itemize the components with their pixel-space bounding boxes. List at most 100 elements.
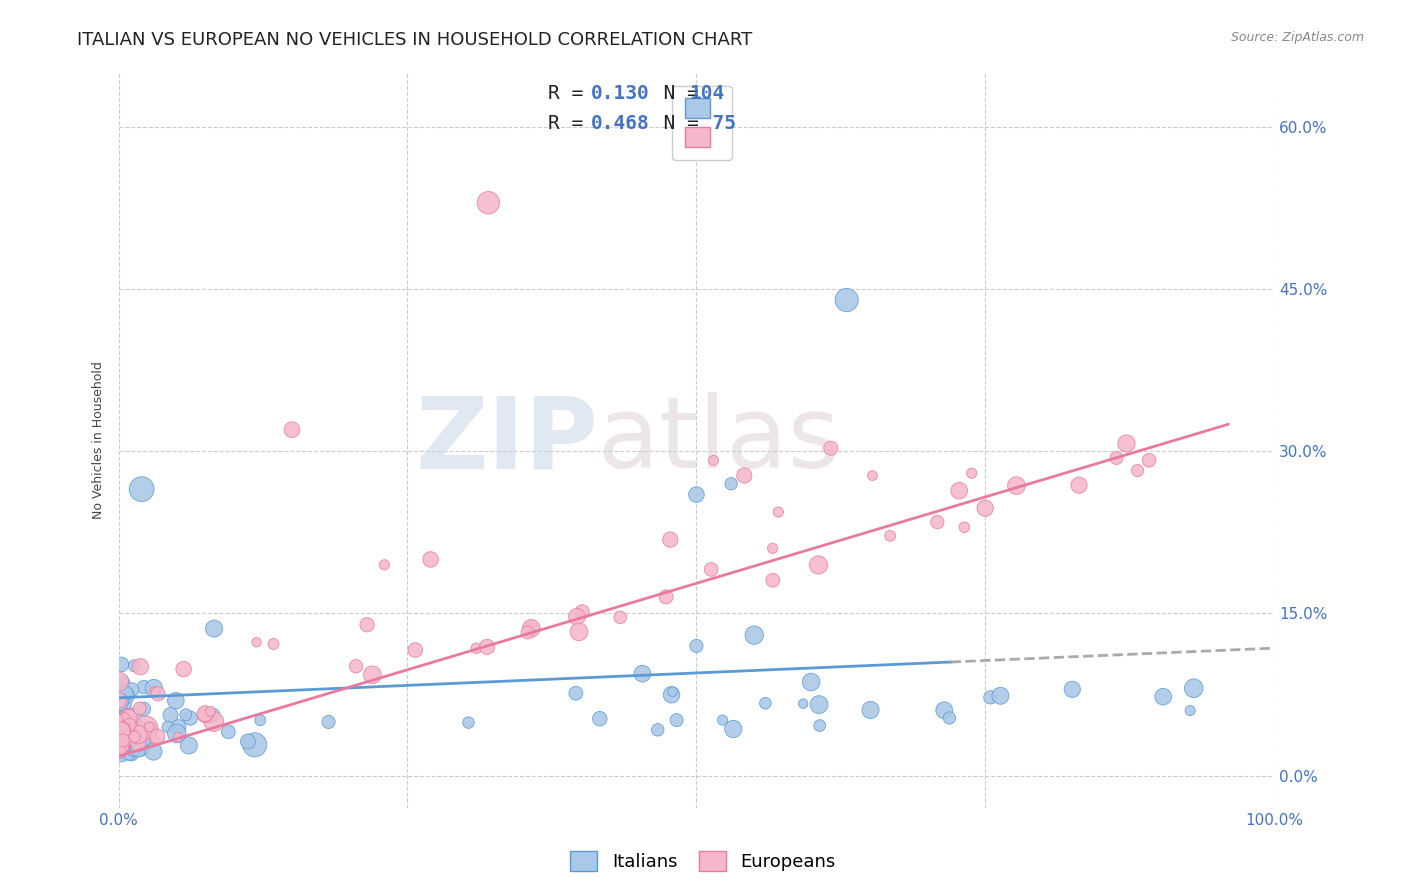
Point bbox=[107, 739, 129, 754]
Text: 75: 75 bbox=[689, 113, 735, 133]
Point bbox=[243, 738, 266, 752]
Point bbox=[108, 674, 131, 689]
Point bbox=[281, 423, 304, 437]
Point bbox=[107, 739, 129, 753]
Point bbox=[134, 735, 156, 749]
Point bbox=[118, 710, 141, 724]
Text: ITALIAN VS EUROPEAN NO VEHICLES IN HOUSEHOLD CORRELATION CHART: ITALIAN VS EUROPEAN NO VEHICLES IN HOUSE… bbox=[77, 31, 752, 49]
Point bbox=[128, 722, 150, 736]
Point bbox=[117, 731, 139, 745]
Point bbox=[245, 635, 267, 649]
Text: atlas: atlas bbox=[598, 392, 839, 489]
Point bbox=[108, 734, 131, 748]
Point bbox=[129, 659, 152, 673]
Point bbox=[118, 745, 141, 759]
Point bbox=[1005, 478, 1028, 492]
Text: 0.468: 0.468 bbox=[591, 113, 650, 133]
Point bbox=[146, 687, 169, 701]
Point bbox=[373, 558, 395, 572]
Point bbox=[107, 714, 129, 728]
Point bbox=[115, 708, 138, 723]
Point bbox=[979, 690, 1001, 705]
Point bbox=[143, 684, 166, 698]
Legend: , : , bbox=[672, 86, 733, 160]
Point bbox=[568, 624, 591, 639]
Point bbox=[107, 737, 129, 751]
Point bbox=[1067, 478, 1090, 492]
Point bbox=[720, 476, 742, 491]
Point bbox=[108, 716, 131, 731]
Text: R =: R = bbox=[548, 84, 595, 103]
Point bbox=[565, 686, 588, 700]
Point bbox=[107, 684, 129, 698]
Point bbox=[114, 739, 136, 753]
Point bbox=[112, 684, 135, 698]
Point bbox=[754, 696, 776, 710]
Point bbox=[132, 680, 155, 694]
Point bbox=[121, 742, 143, 756]
Point bbox=[115, 712, 138, 726]
Point bbox=[1182, 681, 1205, 696]
Point bbox=[974, 501, 997, 516]
Point bbox=[800, 675, 823, 690]
Point bbox=[960, 466, 983, 480]
Text: N =: N = bbox=[640, 113, 710, 133]
Point bbox=[110, 739, 132, 753]
Point bbox=[762, 541, 785, 556]
Point bbox=[174, 707, 197, 722]
Point bbox=[361, 668, 384, 682]
Point bbox=[115, 689, 138, 703]
Point bbox=[131, 731, 153, 746]
Point bbox=[404, 643, 426, 657]
Point bbox=[142, 681, 165, 695]
Point bbox=[120, 746, 142, 760]
Point bbox=[110, 742, 132, 756]
Point bbox=[108, 739, 131, 753]
Point bbox=[112, 675, 135, 690]
Point bbox=[938, 711, 960, 725]
Point bbox=[107, 743, 129, 757]
Point bbox=[107, 712, 129, 726]
Point bbox=[128, 701, 150, 715]
Point bbox=[520, 621, 543, 635]
Point bbox=[520, 619, 543, 633]
Point bbox=[934, 703, 956, 717]
Point bbox=[112, 712, 135, 726]
Point bbox=[1105, 450, 1128, 465]
Point bbox=[344, 659, 367, 673]
Point bbox=[862, 468, 884, 483]
Point bbox=[108, 695, 131, 709]
Point bbox=[108, 730, 131, 744]
Text: 0.130: 0.130 bbox=[591, 84, 650, 103]
Point bbox=[138, 720, 160, 734]
Text: R =: R = bbox=[548, 113, 595, 133]
Point bbox=[807, 558, 830, 572]
Point bbox=[167, 730, 190, 744]
Text: ZIP: ZIP bbox=[415, 392, 598, 489]
Point bbox=[173, 662, 195, 676]
Point bbox=[108, 739, 131, 753]
Point bbox=[685, 639, 707, 653]
Point bbox=[177, 739, 200, 753]
Point bbox=[115, 719, 138, 733]
Point bbox=[1137, 453, 1160, 467]
Point bbox=[136, 728, 159, 742]
Point bbox=[198, 709, 221, 723]
Point bbox=[808, 718, 831, 732]
Point bbox=[879, 529, 901, 543]
Point bbox=[655, 590, 678, 604]
Point bbox=[156, 720, 179, 734]
Point bbox=[115, 731, 138, 746]
Point bbox=[419, 552, 441, 566]
Point bbox=[107, 744, 129, 758]
Point bbox=[194, 708, 217, 723]
Point bbox=[700, 562, 723, 576]
Point bbox=[609, 610, 631, 624]
Point bbox=[107, 744, 129, 758]
Point bbox=[589, 712, 612, 726]
Point bbox=[565, 609, 588, 624]
Point bbox=[127, 737, 149, 751]
Point bbox=[194, 706, 217, 721]
Point bbox=[733, 468, 755, 483]
Point bbox=[115, 737, 138, 751]
